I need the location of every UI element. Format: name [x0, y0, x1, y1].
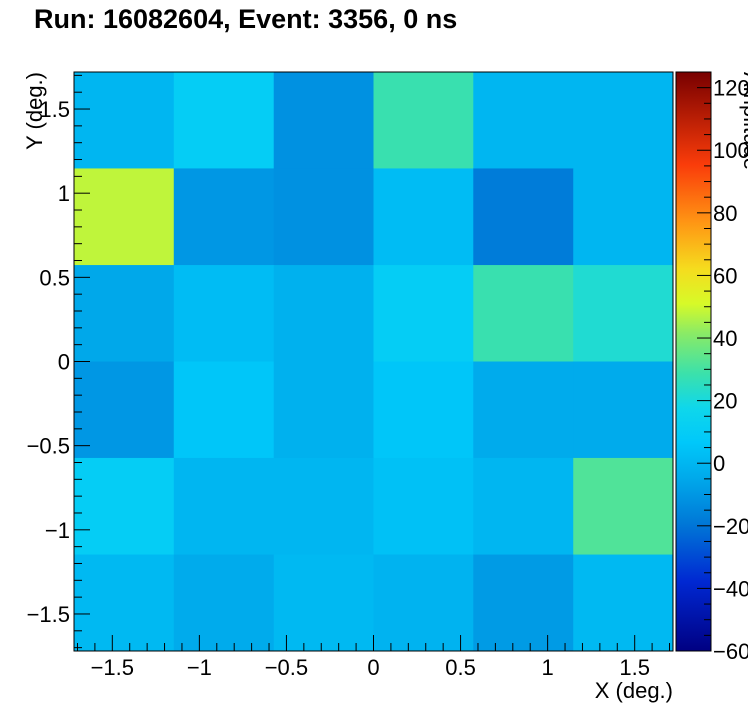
colorbar-tick-label: 120 [713, 76, 748, 101]
x-tick-label: 1 [542, 655, 554, 680]
heatmap-cell [473, 265, 574, 362]
heatmap-cell [573, 72, 674, 169]
colorbar-tick-label: −40 [713, 576, 748, 601]
heatmap-cell [173, 457, 275, 556]
colorbar-title: Amplitude [739, 72, 748, 170]
heatmap-cell [273, 72, 374, 169]
heatmap-cell [173, 265, 275, 362]
heatmap-cell [74, 361, 175, 459]
heatmap-cell [74, 265, 175, 362]
chart-title: Run: 16082604, Event: 3356, 0 ns [34, 4, 458, 34]
heatmap-cell [573, 457, 674, 556]
y-tick-label: 0.5 [39, 265, 70, 290]
colorbar-tick-label: 60 [713, 263, 737, 288]
heatmap-cell [273, 265, 374, 362]
y-tick-label: −1 [45, 518, 70, 543]
colorbar-tick-label: 80 [713, 201, 737, 226]
colorbar-tick-label: 0 [713, 451, 725, 476]
heatmap-cell [273, 457, 374, 556]
y-axis-title: Y (deg.) [22, 72, 47, 150]
heatmap-cell [273, 554, 374, 652]
x-tick-label: 0 [367, 655, 379, 680]
colorbar-axis: −60 −40 −20 0 20 40 60 80 100 120 [697, 71, 748, 664]
heatmap-cell [373, 72, 474, 169]
x-tick-label: −1.5 [91, 655, 134, 680]
heatmap-cell [373, 361, 474, 459]
heatmap-cell [573, 361, 674, 459]
heatmap-cells [74, 72, 674, 652]
x-tick-label: 0.5 [445, 655, 476, 680]
heatmap-cell [273, 361, 374, 459]
x-tick-label: −0.5 [265, 655, 308, 680]
heatmap-cell [373, 265, 474, 362]
colorbar-tick-label: 20 [713, 389, 737, 414]
colorbar-tick-label: −20 [713, 514, 748, 539]
y-tick-label: 1.5 [39, 97, 70, 122]
y-tick-label: 1 [58, 181, 70, 206]
heatmap-cell [473, 72, 574, 169]
heatmap-cell [373, 457, 474, 556]
heatmap-cell [373, 554, 474, 652]
colorbar-tick-label: 40 [713, 326, 737, 351]
heatmap-cell [573, 554, 674, 652]
x-tick-label: 1.5 [619, 655, 650, 680]
heatmap-cell [173, 168, 275, 266]
colorbar-tick-label: 100 [713, 138, 748, 163]
heatmap-cell [273, 168, 374, 266]
y-axis: −1.5 −1 −0.5 0 0.5 1 1.5 [27, 74, 90, 649]
heatmap-cell [373, 168, 474, 266]
heatmap-cell [473, 554, 574, 652]
x-tick-label: −1 [187, 655, 212, 680]
heatmap-cell [173, 72, 275, 169]
heatmap-cell [473, 168, 574, 266]
x-axis-title: X (deg.) [595, 678, 673, 703]
y-tick-label: 0 [58, 350, 70, 375]
heatmap-cell [74, 457, 175, 556]
y-tick-label: −0.5 [27, 434, 70, 459]
heatmap-cell [473, 457, 574, 556]
heatmap-cell [473, 361, 574, 459]
colorbar [675, 71, 712, 652]
heatmap-cell [173, 554, 275, 652]
colorbar-tick-label: −60 [713, 639, 748, 664]
heatmap-cell [74, 554, 175, 652]
heatmap-cell [74, 72, 175, 169]
heatmap-cell [173, 361, 275, 459]
y-tick-label: −1.5 [27, 602, 70, 627]
heatmap-cell [74, 168, 175, 266]
x-axis: −1.5 −1 −0.5 0 0.5 1 1.5 [76, 635, 671, 680]
heatmap-cell [573, 265, 674, 362]
heatmap-cell [573, 168, 674, 266]
